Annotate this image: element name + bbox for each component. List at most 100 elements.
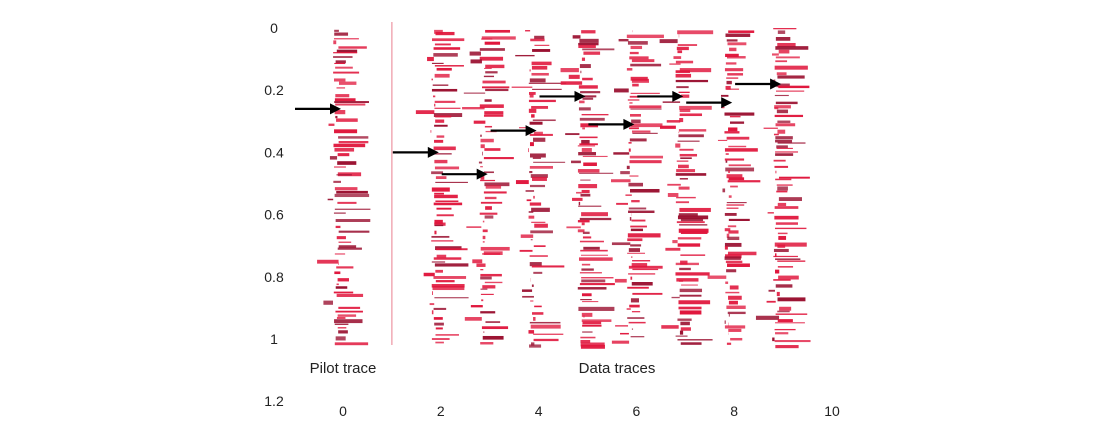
trace-wiggle (722, 188, 726, 193)
trace-wiggle (707, 275, 727, 279)
trace-wiggle (582, 301, 599, 303)
trace-wiggle (581, 312, 593, 317)
trace-wiggle (480, 166, 483, 168)
trace-wiggle (774, 215, 799, 220)
trace-wiggle (431, 310, 434, 315)
trace-wiggle (677, 215, 709, 220)
trace-wiggle (578, 184, 598, 189)
trace-wiggle (338, 245, 357, 248)
trace-wiggle (582, 321, 602, 325)
trace-wiggle (726, 269, 737, 273)
trace-wiggle (533, 137, 546, 142)
trace-wiggle (629, 217, 632, 221)
trace-wiggle (776, 83, 790, 88)
trace-wiggle (632, 260, 651, 262)
trace-wiggle (480, 201, 503, 204)
trace-wiggle (338, 81, 357, 85)
trace-wiggle (672, 240, 678, 244)
trace-wiggle (579, 38, 599, 43)
trace-wiggle (482, 253, 501, 255)
trace-wiggle (775, 178, 792, 181)
trace-wiggle (767, 212, 774, 214)
trace-wiggle (533, 271, 543, 274)
trace-wiggle (726, 174, 743, 179)
trace-wiggle (480, 311, 496, 314)
trace-wiggle (578, 107, 591, 111)
trace-wiggle (434, 322, 444, 326)
trace-wiggle (725, 85, 731, 90)
trace-wiggle (519, 249, 533, 252)
trace-wiggle (482, 151, 483, 156)
trace-wiggle (337, 201, 357, 204)
trace-wiggle (629, 95, 640, 98)
trace-wiggle (480, 175, 485, 180)
trace-wiggle (482, 285, 496, 289)
trace-wiggle (675, 143, 681, 148)
trace-wiggle (480, 276, 492, 280)
trace-wiggle (335, 336, 346, 341)
trace-wiggle (571, 160, 581, 164)
trace-wiggle (434, 219, 443, 224)
trace-wiggle (436, 207, 452, 210)
trace-wiggle (337, 314, 357, 317)
traces-layer (317, 28, 811, 349)
trace-wiggle (680, 321, 690, 326)
trace-wiggle (728, 300, 738, 305)
trace-wiggle (581, 189, 590, 194)
trace-wiggle (630, 188, 660, 193)
trace-wiggle (620, 332, 629, 335)
trace-wiggle (434, 222, 446, 226)
trace-wiggle (336, 293, 364, 297)
trace-wiggle (521, 289, 533, 292)
trace-wiggle (728, 230, 739, 234)
trace-wiggle (329, 156, 338, 160)
trace-wiggle (338, 46, 367, 49)
trace-wiggle (532, 176, 547, 181)
trace-wiggle (774, 328, 796, 331)
trace-wiggle (483, 331, 485, 333)
x-tick-label: 0 (339, 403, 347, 419)
trace-wiggle (773, 279, 791, 281)
trace-wiggle (566, 226, 581, 229)
pick-arrow-0 (295, 103, 341, 115)
trace-wiggle (581, 139, 590, 145)
trace-wiggle (581, 293, 592, 297)
trace-wiggle (675, 262, 699, 266)
trace-wiggle (774, 105, 791, 109)
trace-wiggle (431, 187, 450, 192)
trace-wiggle (628, 210, 655, 214)
trace-wiggle (485, 29, 511, 33)
trace-wiggle (482, 335, 504, 340)
trace-wiggle (533, 195, 535, 199)
trace-wiggle (581, 268, 594, 271)
trace-wiggle (631, 200, 640, 203)
trace-wiggle (628, 248, 641, 252)
trace-wiggle (678, 300, 711, 305)
trace-wiggle (777, 120, 791, 123)
trace-wiggle (632, 83, 639, 87)
trace-wiggle (630, 298, 639, 303)
trace-wiggle (578, 257, 613, 261)
trace-wiggle (580, 339, 591, 343)
trace-wiggle (335, 60, 346, 64)
trace-wiggle (434, 29, 443, 34)
trace-wiggle (726, 56, 746, 59)
trace-wiggle (774, 242, 807, 247)
trace-wiggle (336, 236, 346, 240)
trace-wiggle (677, 318, 692, 321)
trace-wiggle (578, 205, 602, 207)
trace-wiggle (725, 167, 755, 172)
trace-wiggle (582, 127, 585, 130)
trace-wiggle (775, 332, 789, 335)
trace-wiggle (669, 63, 681, 65)
trace-wiggle (583, 51, 601, 55)
trace-wiggle (533, 245, 546, 248)
trace-wiggle (433, 276, 467, 279)
trace-wiggle (473, 120, 486, 124)
trace-wiggle (431, 261, 446, 263)
trace-wiggle (678, 306, 702, 310)
pick-arrow-6 (588, 118, 635, 130)
trace-wiggle (776, 109, 789, 114)
trace-wiggle (483, 75, 495, 78)
trace-wiggle (434, 166, 460, 170)
